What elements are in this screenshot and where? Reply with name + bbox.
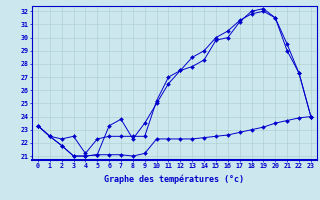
X-axis label: Graphe des températures (°c): Graphe des températures (°c) xyxy=(104,175,244,184)
